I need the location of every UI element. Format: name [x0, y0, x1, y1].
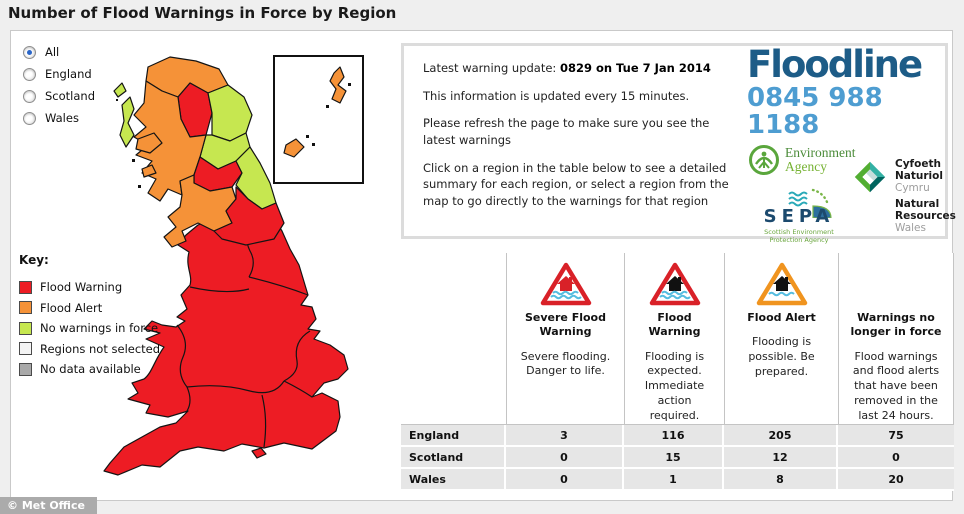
key-item: No data available — [19, 359, 169, 380]
radio-button-icon[interactable] — [23, 111, 36, 125]
england-removed-count: 75 — [838, 424, 954, 447]
islands-inset — [273, 55, 364, 184]
key-item: Flood Alert — [19, 298, 169, 319]
radio-button-icon[interactable] — [23, 89, 36, 103]
warnings-table: Severe Flood Warning Severe flooding. Da… — [401, 253, 954, 491]
radio-label: Scotland — [45, 89, 95, 103]
updated-every-line: This information is updated every 15 min… — [423, 88, 690, 103]
map-region-mull[interactable] — [141, 164, 157, 178]
scotland-severe-count: 0 — [506, 446, 624, 469]
environment-agency-icon — [749, 145, 779, 175]
header-cell-severe-flood-warning: Severe Flood Warning Severe flooding. Da… — [506, 253, 624, 424]
table-row-scotland-region[interactable]: Scotland — [401, 446, 506, 469]
latest-update-line: Latest warning update: 0829 on Tue 7 Jan… — [423, 61, 711, 75]
map-region-isle-of-wight[interactable] — [251, 447, 267, 459]
environment-agency-logo: Environment Agency — [748, 144, 856, 176]
not-selected-swatch — [19, 342, 32, 356]
wales-removed-count: 20 — [838, 468, 954, 491]
radio-label: All — [45, 45, 60, 59]
header-cell-region — [401, 253, 506, 424]
refresh-line: Please refresh the page to make sure you… — [423, 116, 710, 148]
header-cell-warnings-no-longer: Warnings no longer in force Flood warnin… — [838, 253, 954, 424]
no-icon-spacer — [839, 259, 953, 309]
scotland-alert-count: 12 — [724, 446, 838, 469]
floodline-phone-number: 0845 988 1188 — [747, 82, 883, 141]
header-cell-flood-alert: Flood Alert Flooding is possible. Be pre… — [724, 253, 838, 424]
no-data-swatch — [19, 362, 32, 376]
map-region-skye[interactable] — [135, 132, 163, 154]
scotland-removed-count: 0 — [838, 446, 954, 469]
england-severe-count: 3 — [506, 424, 624, 447]
map-key: Key: Flood Warning Flood Alert No warnin… — [19, 253, 169, 380]
main-panel: All England Scotland Wales — [10, 30, 956, 501]
radio-option-england[interactable]: England — [23, 63, 95, 85]
info-text: Latest warning update: 0829 on Tue 7 Jan… — [423, 60, 735, 221]
radio-button-icon[interactable] — [23, 67, 36, 81]
natural-resources-wales-text: Cyfoeth Naturiol Cymru Natural Resources… — [895, 158, 956, 235]
header-cell-flood-warning: Flood Warning Flooding is expected. Imme… — [624, 253, 724, 424]
wales-severe-count: 0 — [506, 468, 624, 491]
scotland-warning-count: 15 — [624, 446, 724, 469]
radio-option-wales[interactable]: Wales — [23, 107, 95, 129]
key-title: Key: — [19, 253, 49, 267]
radio-label: England — [45, 67, 92, 81]
table-row-wales-region[interactable]: Wales — [401, 468, 506, 491]
map-region-western-isles[interactable] — [119, 96, 135, 148]
radio-button-icon[interactable] — [23, 45, 36, 59]
map-region-scotland-northeast[interactable] — [207, 84, 253, 142]
map-region-western-isles-north[interactable] — [113, 82, 127, 98]
wales-alert-count: 8 — [724, 468, 838, 491]
environment-agency-text: Environment Agency — [785, 144, 856, 174]
flood-alert-swatch — [19, 301, 32, 315]
floodline-logo: Floodline 0845 988 1188 — [747, 43, 947, 141]
update-timestamp: 0829 on Tue 7 Jan 2014 — [559, 61, 711, 75]
sepa-wordmark: SEPA — [763, 206, 835, 227]
natural-resources-wales-icon — [854, 161, 886, 193]
page-title: Number of Flood Warnings in Force by Reg… — [8, 4, 397, 22]
no-warnings-swatch — [19, 321, 32, 335]
map-region-orkney[interactable] — [283, 138, 305, 158]
natural-resources-wales-logo: Cyfoeth Naturiol Cymru Natural Resources… — [851, 158, 956, 234]
flood-warning-icon — [649, 262, 700, 306]
wales-warning-count: 1 — [624, 468, 724, 491]
click-instruction-line: Click on a region in the table below to … — [423, 160, 729, 209]
table-row-england-region[interactable]: England — [401, 424, 506, 447]
key-item: Flood Warning — [19, 277, 169, 298]
uk-flood-map[interactable] — [86, 39, 401, 497]
severe-flood-warning-icon — [540, 262, 591, 306]
region-filter: All England Scotland Wales — [23, 41, 95, 129]
flood-warning-swatch — [19, 280, 32, 294]
sepa-logo: SEPA Scottish Environment Protection Age… — [749, 184, 849, 244]
sepa-subtitle: Scottish Environment Protection Agency — [764, 228, 834, 245]
radio-label: Wales — [45, 111, 79, 125]
key-item: No warnings in force — [19, 318, 169, 339]
england-alert-count: 205 — [724, 424, 838, 447]
map-region-scotland-borders[interactable] — [213, 186, 285, 246]
info-box: Latest warning update: 0829 on Tue 7 Jan… — [401, 43, 956, 244]
key-item: Regions not selected — [19, 339, 169, 360]
radio-option-all[interactable]: All — [23, 41, 95, 63]
table-divider — [401, 423, 954, 425]
flood-alert-icon — [756, 262, 807, 306]
england-warning-count: 116 — [624, 424, 724, 447]
map-region-shetland[interactable] — [329, 66, 347, 104]
radio-option-scotland[interactable]: Scotland — [23, 85, 95, 107]
floodline-wordmark: Floodline — [747, 43, 923, 86]
met-office-credit: © Met Office — [0, 497, 97, 514]
map-region-england-wales[interactable] — [103, 208, 349, 476]
